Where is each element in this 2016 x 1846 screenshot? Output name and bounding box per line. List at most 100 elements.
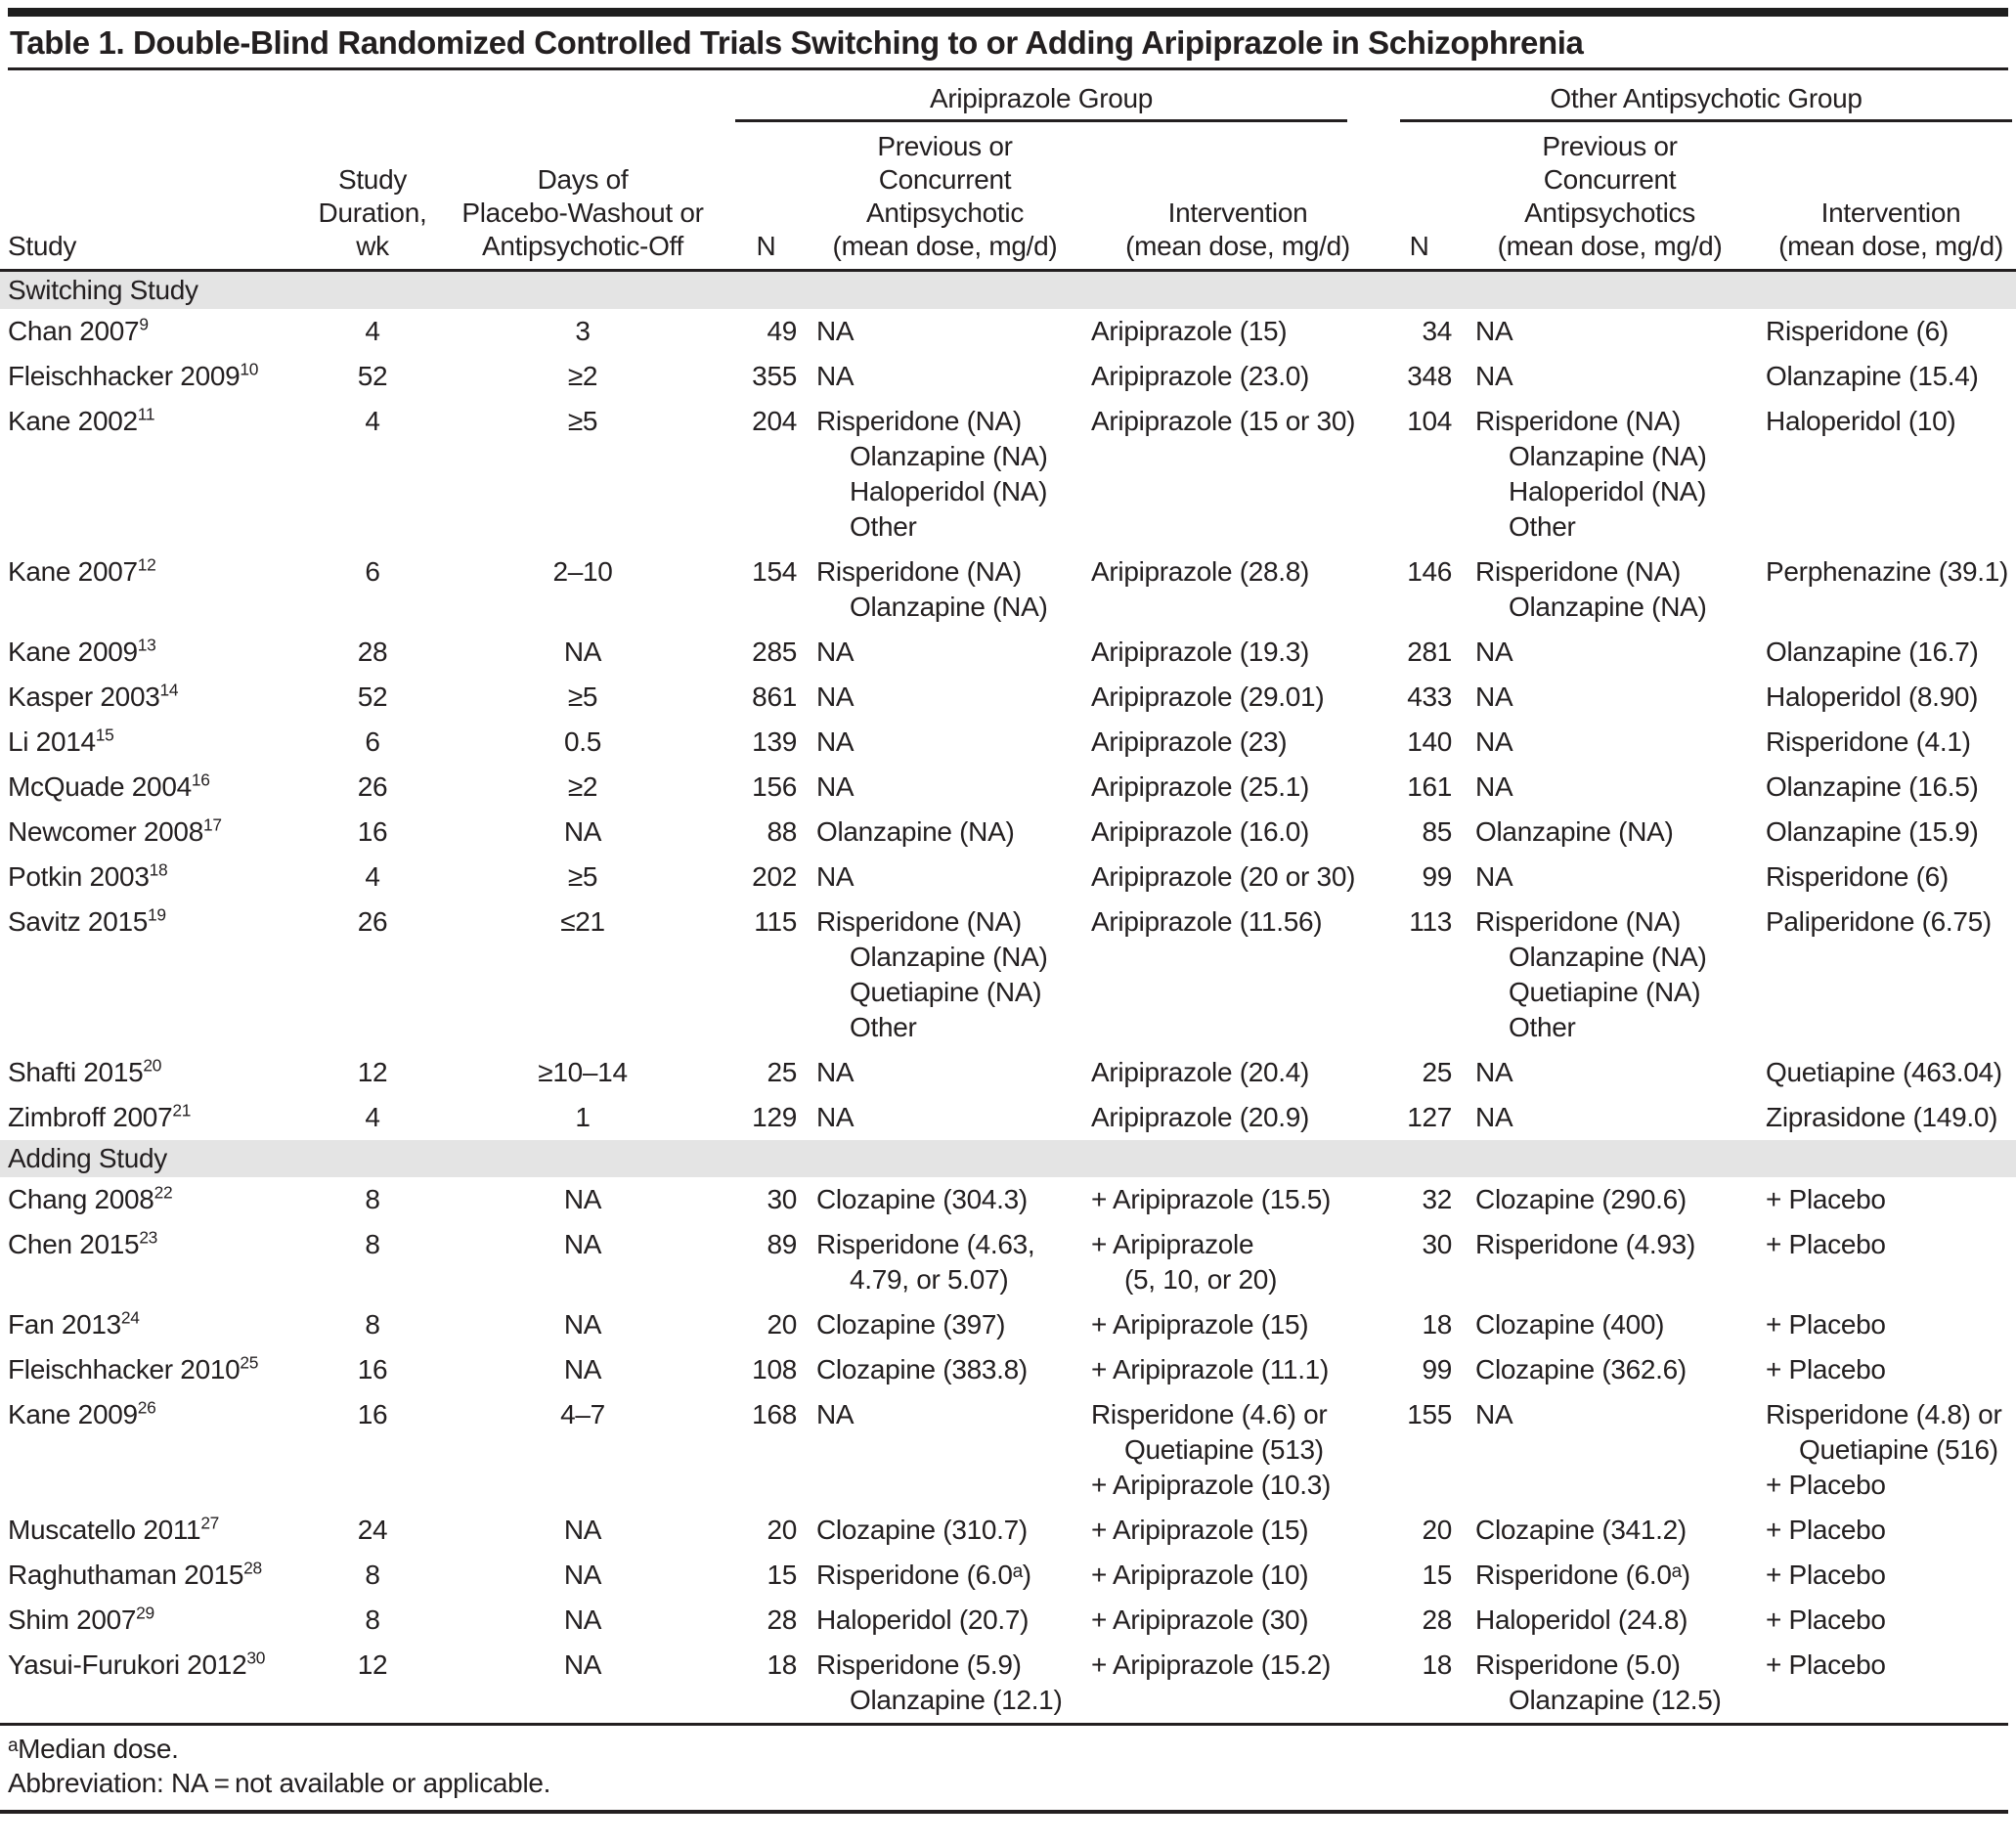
other-n: 281 <box>1407 637 1453 667</box>
other-previous-antipsychotics: Olanzapine (NA) <box>1475 816 1674 847</box>
aripiprazole-n: 115 <box>754 906 797 937</box>
study-cell: Shafti 201520 <box>0 1050 313 1095</box>
aripiprazole-previous-antipsychotic: Clozapine (304.3) <box>816 1184 1028 1214</box>
aripiprazole-n: 156 <box>752 771 797 802</box>
other-n: 433 <box>1407 681 1453 712</box>
study-cell: Muscatello 201127 <box>0 1508 313 1553</box>
other-antipsychotic-group-label: Other Antipsychotic Group <box>1400 82 2013 122</box>
other-n: 99 <box>1422 861 1453 892</box>
aripiprazole-intervention: Aripiprazole (15 or 30) <box>1091 406 1356 436</box>
other-intervention: + Placebo <box>1766 1354 1886 1384</box>
study-duration: 4 <box>365 861 380 892</box>
other-antipsychotic-group-header: Other Antipsychotic Group <box>1384 72 2016 122</box>
other-intervention: Olanzapine (16.7) <box>1766 637 1979 667</box>
column-header-n-aripiprazole: N <box>733 122 799 272</box>
study-name: Chan 2007 <box>8 316 140 346</box>
study-duration: 8 <box>365 1309 380 1340</box>
study-ref: 22 <box>153 1182 173 1203</box>
study-name: Savitz 2015 <box>8 906 149 937</box>
aripiprazole-previous-antipsychotic: NA <box>816 1057 855 1087</box>
aripiprazole-intervention: + Aripiprazole (15) <box>1091 1515 1309 1545</box>
study-duration: 26 <box>357 771 388 802</box>
study-ref: 27 <box>200 1513 220 1533</box>
other-intervention: Perphenazine (39.1) <box>1766 556 2009 587</box>
study-cell: Kane 200211 <box>0 399 313 549</box>
study-ref: 13 <box>137 635 156 655</box>
study-ref: 21 <box>172 1100 192 1121</box>
washout-days: ≥10–14 <box>538 1057 628 1087</box>
study-cell: Fleischhacker 201025 <box>0 1347 313 1392</box>
study-cell: Fleischhacker 200910 <box>0 354 313 399</box>
study-name: Kane 2002 <box>8 406 138 436</box>
other-previous-antipsychotics: Risperidone (5.0) Olanzapine (12.5) <box>1475 1649 1722 1715</box>
study-duration: 12 <box>357 1057 388 1087</box>
study-ref: 16 <box>191 769 210 790</box>
other-previous-antipsychotics: NA <box>1475 361 1513 391</box>
other-n: 20 <box>1422 1515 1453 1545</box>
other-intervention: Olanzapine (15.4) <box>1766 361 1979 391</box>
table-row: Fan 201324 8 NA 20 Clozapine (397) + Ari… <box>0 1302 2016 1347</box>
table-row: Kasper 200314 52 ≥5 861 NA Aripiprazole … <box>0 675 2016 720</box>
study-cell: Raghuthaman 201528 <box>0 1553 313 1598</box>
study-ref: 23 <box>139 1227 158 1248</box>
study-cell: Chang 200822 <box>0 1177 313 1222</box>
aripiprazole-previous-antipsychotic: NA <box>816 1102 855 1132</box>
study-name: Raghuthaman 2015 <box>8 1560 244 1590</box>
table-row: Kane 200712 6 2–10 154 Risperidone (NA) O… <box>0 549 2016 630</box>
washout-days: NA <box>563 1354 602 1384</box>
washout-days: 1 <box>575 1102 591 1132</box>
other-n: 28 <box>1422 1604 1453 1635</box>
study-ref: 18 <box>149 859 168 880</box>
washout-days: ≥5 <box>567 861 598 892</box>
aripiprazole-intervention: Aripiprazole (23) <box>1091 726 1288 757</box>
aripiprazole-n: 202 <box>752 861 797 892</box>
table-title: Table 1. Double-Blind Randomized Control… <box>10 24 1584 61</box>
other-n: 25 <box>1422 1057 1453 1087</box>
other-n: 85 <box>1422 816 1453 847</box>
section-header-row: Adding Study <box>0 1140 2016 1177</box>
other-intervention: + Placebo <box>1766 1649 1886 1680</box>
aripiprazole-n: 28 <box>767 1604 797 1635</box>
other-n: 140 <box>1407 726 1453 757</box>
aripiprazole-previous-antipsychotic: Risperidone (NA) Olanzapine (NA) Haloperid… <box>816 406 1048 542</box>
table-row: Fleischhacker 201025 16 NA 108 Clozapine… <box>0 1347 2016 1392</box>
study-duration: 4 <box>365 406 380 436</box>
study-cell: Potkin 200318 <box>0 855 313 900</box>
column-header-duration: Study Duration, wk <box>313 122 432 272</box>
study-name: Potkin 2003 <box>8 861 150 892</box>
column-header-study: Study <box>0 122 313 272</box>
aripiprazole-previous-antipsychotic: NA <box>816 771 855 802</box>
other-previous-antipsychotics: Haloperidol (24.8) <box>1475 1604 1688 1635</box>
aripiprazole-n: 861 <box>752 681 797 712</box>
table-row: Newcomer 200817 16 NA 88 Olanzapine (NA)… <box>0 810 2016 855</box>
aripiprazole-group-label: Aripiprazole Group <box>735 82 1348 122</box>
study-duration: 8 <box>365 1229 380 1259</box>
other-intervention: Risperidone (4.8) or Quetiapine (516) + Pl… <box>1766 1399 2002 1500</box>
study-name: Chen 2015 <box>8 1229 140 1259</box>
other-intervention: Ziprasidone (149.0) <box>1766 1102 1998 1132</box>
study-ref: 12 <box>137 554 156 575</box>
top-rule <box>8 8 2008 17</box>
other-previous-antipsychotics: Risperidone (NA) Olanzapine (NA) Haloperid… <box>1475 406 1707 542</box>
other-intervention: Risperidone (6) <box>1766 861 1949 892</box>
other-previous-antipsychotics: NA <box>1475 771 1513 802</box>
other-n: 127 <box>1407 1102 1453 1132</box>
washout-days: 0.5 <box>563 726 602 757</box>
other-n: 161 <box>1407 771 1453 802</box>
washout-days: NA <box>563 1649 602 1680</box>
other-previous-antipsychotics: NA <box>1475 1102 1513 1132</box>
aripiprazole-previous-antipsychotic: Risperidone (4.63, 4.79, or 5.07) <box>816 1229 1035 1295</box>
study-duration: 4 <box>365 316 380 346</box>
table-row: McQuade 200416 26 ≥2 156 NA Aripiprazole… <box>0 765 2016 810</box>
washout-days: NA <box>563 637 602 667</box>
study-cell: Kane 200712 <box>0 549 313 630</box>
aripiprazole-n: 285 <box>752 637 797 667</box>
washout-days: ≥2 <box>567 771 598 802</box>
footnotes: ᵃMedian dose. Abbreviation: NA = not ava… <box>8 1732 2008 1800</box>
aripiprazole-intervention: + Aripiprazole (10) <box>1091 1560 1309 1590</box>
aripiprazole-previous-antipsychotic: Risperidone (NA) Olanzapine (NA) Quetiapin… <box>816 906 1048 1042</box>
aripiprazole-previous-antipsychotic: NA <box>816 681 855 712</box>
washout-days: NA <box>563 1560 602 1590</box>
study-ref: 25 <box>240 1352 259 1373</box>
table-row: Yasui-Furukori 201230 12 NA 18 Risperido… <box>0 1643 2016 1723</box>
